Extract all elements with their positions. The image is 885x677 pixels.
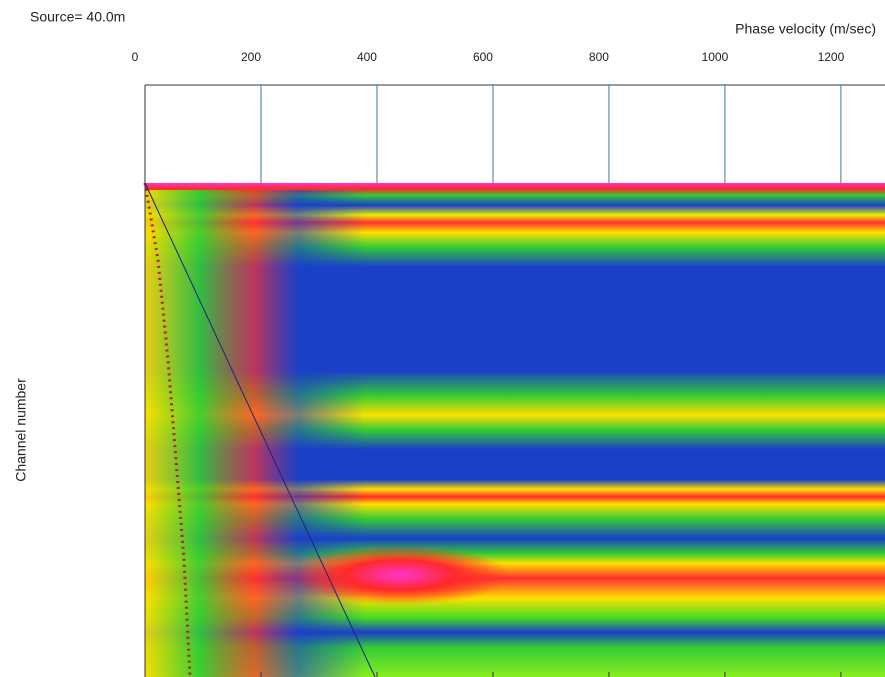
low-velocity-zone	[145, 190, 365, 677]
x-tick-label: 800	[589, 50, 609, 64]
energy-peak	[290, 545, 510, 605]
annotation: Source= 40.0m	[30, 9, 125, 25]
x-tick-label: 600	[473, 50, 493, 64]
x-axis-label: Phase velocity (m/sec)	[735, 21, 876, 37]
x-tick-label: 1200	[818, 50, 845, 64]
x-tick-label: 0	[132, 50, 139, 64]
x-tick-label: 200	[241, 50, 261, 64]
x-tick-label: 400	[357, 50, 377, 64]
x-tick-label: 1000	[702, 50, 729, 64]
chart: Source= 40.0m Phase velocity (m/sec) Cha…	[0, 0, 885, 677]
y-axis-label: Channel number	[13, 378, 29, 482]
